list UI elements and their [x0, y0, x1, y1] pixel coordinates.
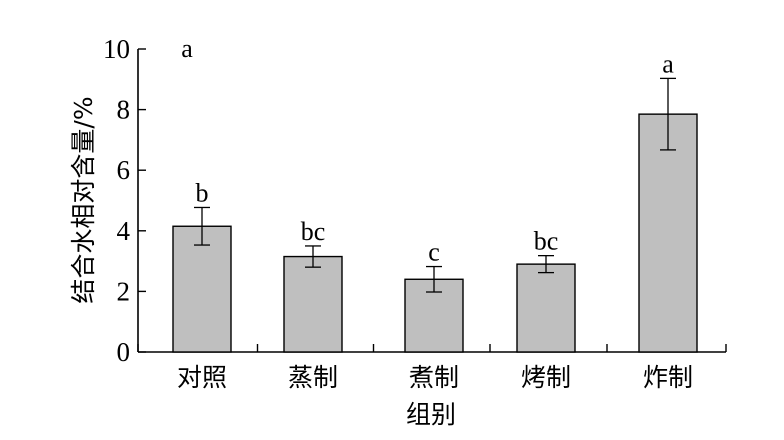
x-tick-label: 烤制 [521, 363, 571, 392]
significance-label: c [428, 238, 440, 267]
x-tick-label: 蒸制 [288, 363, 338, 392]
plot-area: 0 2 4 6 8 10 b 对照 bc 蒸制 c 煮制 bc 烤制 a 炸制 [103, 34, 727, 392]
y-axis-title: 结合水相对含量/% [69, 96, 98, 303]
y-tick-label: 8 [117, 95, 131, 125]
bar-2 [283, 255, 343, 353]
y-tick-label: 0 [117, 337, 131, 367]
significance-label: bc [301, 217, 326, 246]
panel-label: a [181, 34, 193, 63]
bar-5 [638, 113, 698, 353]
significance-label: bc [534, 227, 559, 256]
x-tick-label: 煮制 [409, 363, 459, 392]
y-tick-label: 10 [103, 34, 130, 64]
x-tick-label: 对照 [177, 363, 227, 392]
y-tick-label: 2 [117, 276, 131, 306]
y-tick-label: 6 [117, 155, 131, 185]
significance-label: b [196, 178, 209, 207]
x-tick-label: 炸制 [643, 363, 693, 392]
significance-label: a [662, 49, 674, 78]
y-tick-label: 4 [117, 216, 131, 246]
bar-4 [516, 263, 576, 353]
x-axis-title: 组别 [406, 400, 456, 429]
bar-1 [172, 225, 232, 353]
